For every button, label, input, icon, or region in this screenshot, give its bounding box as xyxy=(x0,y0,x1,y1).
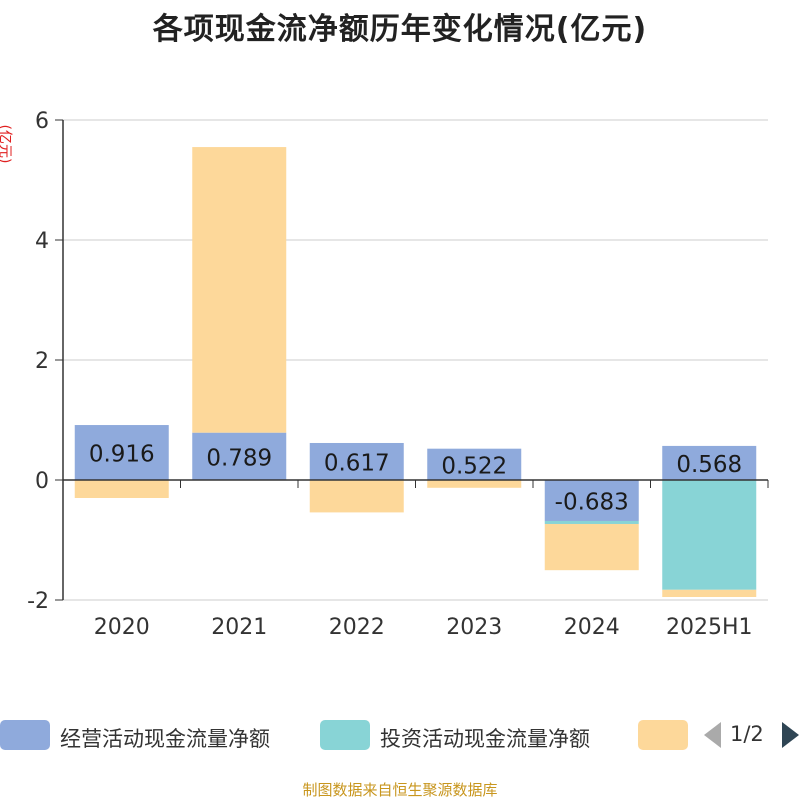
bar-series2 xyxy=(662,589,757,597)
x-tick-label: 2022 xyxy=(329,615,385,640)
source-footer: 制图数据来自恒生聚源数据库 xyxy=(302,781,498,799)
bar-series0 xyxy=(662,445,757,480)
bar-series0 xyxy=(74,425,169,480)
pager-prev-icon[interactable] xyxy=(704,722,721,748)
chart-plot: 6 4 2 0 -2 2020 2021 2022 2023 2024 2025H1 0.916 0.7… xyxy=(27,109,769,640)
bar-series0 xyxy=(309,442,404,480)
x-tick-label: 2020 xyxy=(94,615,150,640)
x-tick-label: 2025H1 xyxy=(666,615,753,640)
bar-series0 xyxy=(192,432,287,480)
bar-series1 xyxy=(544,520,639,524)
y-tick-label: -2 xyxy=(27,589,49,614)
pager-next-icon[interactable] xyxy=(782,722,799,748)
legend-swatch-investing xyxy=(320,720,370,750)
pager-text: 1/2 xyxy=(730,722,764,746)
y-tick-label: 4 xyxy=(35,229,49,254)
y-tick-label: 6 xyxy=(35,109,49,134)
data-label: 0.617 xyxy=(324,450,390,476)
bar-series2 xyxy=(74,480,169,498)
legend-item-operating[interactable]: 经营活动现金流量净额 xyxy=(0,720,310,751)
legend-pager: 1/2 xyxy=(700,720,800,750)
y-tick-label: 2 xyxy=(35,349,49,374)
data-label: 0.522 xyxy=(441,453,507,479)
bar-series2 xyxy=(427,480,522,488)
data-label: -0.683 xyxy=(555,489,629,515)
y-tick-label: 0 xyxy=(35,469,49,494)
bar-series2 xyxy=(309,480,404,513)
data-label: 0.568 xyxy=(676,452,742,478)
bar-series2 xyxy=(544,523,639,571)
bar-series2 xyxy=(192,147,287,433)
chart-title: 各项现金流净额历年变化情况(亿元) xyxy=(152,12,648,47)
bar-series0 xyxy=(427,448,522,480)
legend-item-financing[interactable] xyxy=(638,720,688,750)
legend-swatch-operating xyxy=(0,720,50,750)
legend-swatch-financing xyxy=(638,720,688,750)
data-label: 0.916 xyxy=(89,442,155,468)
bar-series1 xyxy=(662,480,757,590)
x-tick-label: 2021 xyxy=(211,615,267,640)
bar-series0 xyxy=(544,480,639,521)
x-tick-label: 2023 xyxy=(446,615,502,640)
data-label: 0.789 xyxy=(206,445,272,471)
legend-label-investing: 投资活动现金流量净额 xyxy=(380,727,590,751)
x-tick-label: 2024 xyxy=(564,615,620,640)
legend: 经营活动现金流量净额 投资活动现金流量净额 1/2 xyxy=(0,712,800,756)
legend-item-investing[interactable]: 投资活动现金流量净额 xyxy=(320,720,630,751)
legend-label-operating: 经营活动现金流量净额 xyxy=(60,727,270,751)
